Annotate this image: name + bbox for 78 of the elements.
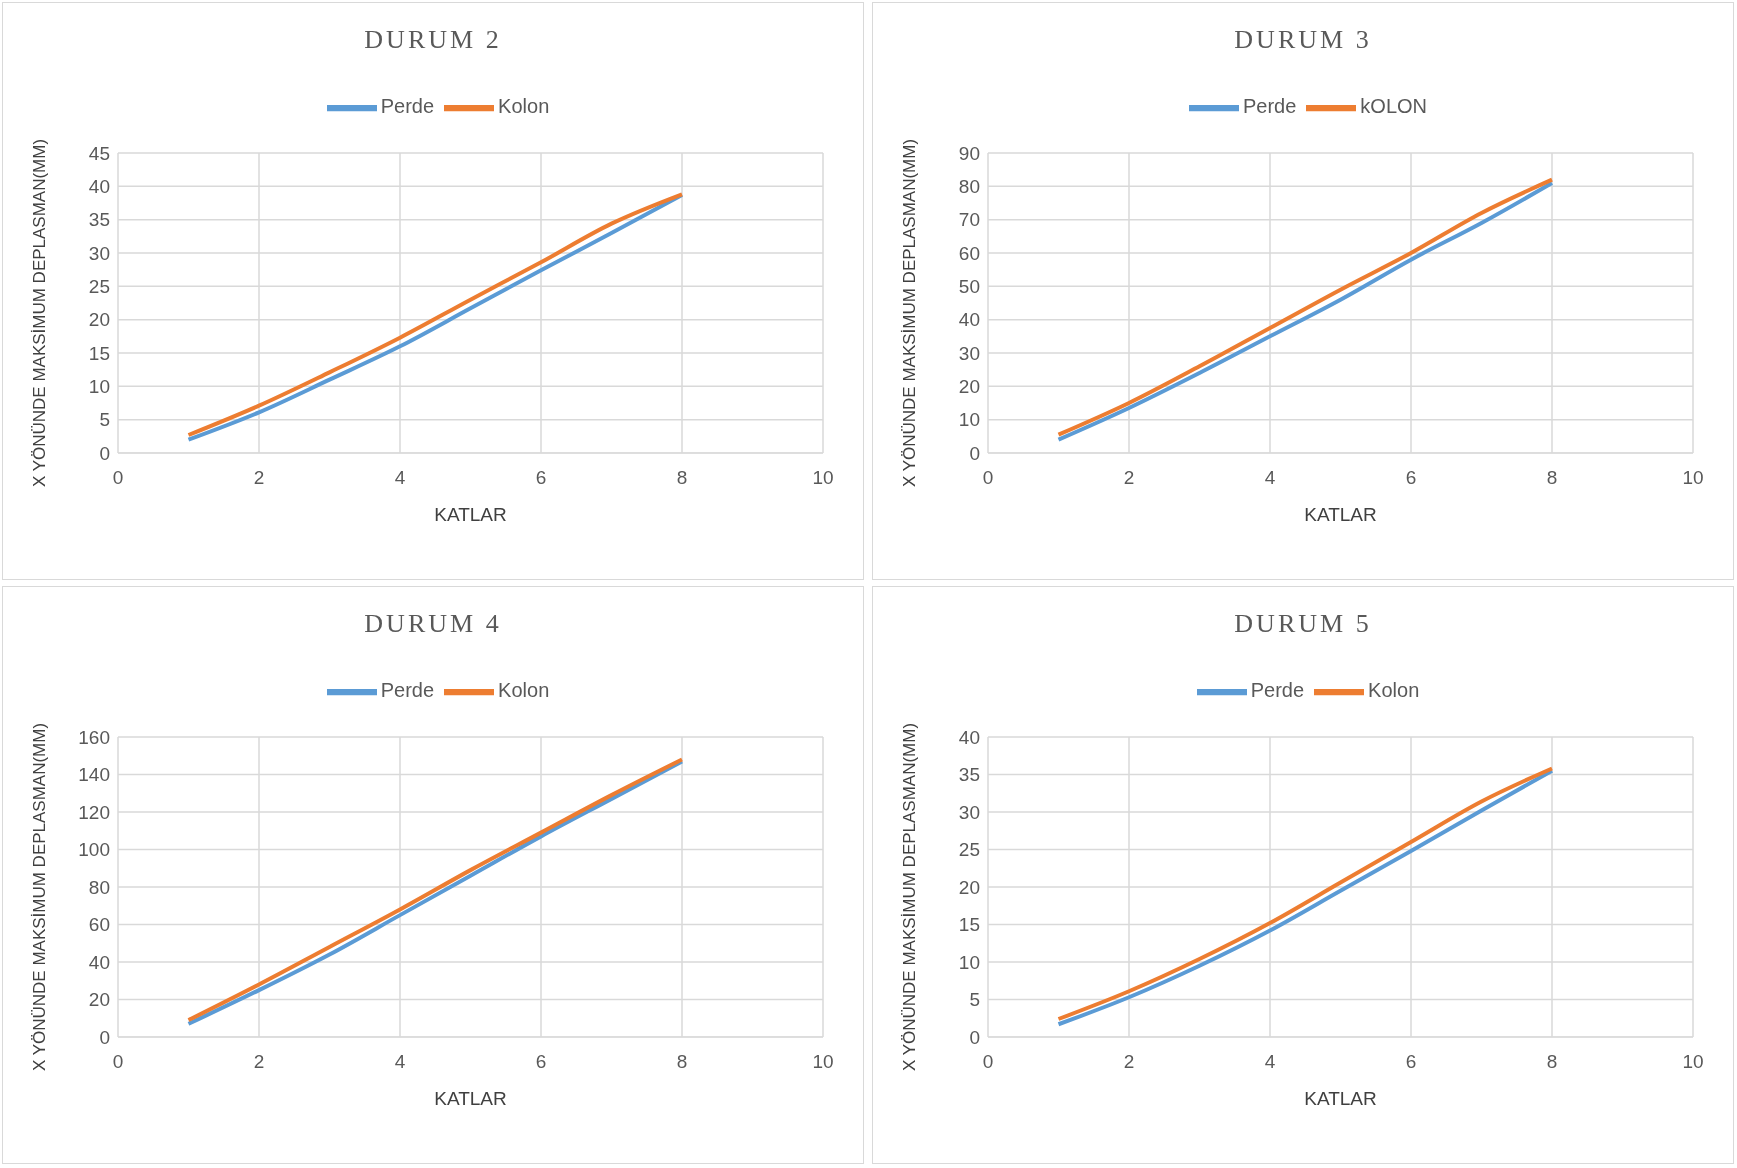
legend-label: Kolon	[498, 679, 550, 702]
legend-label: Perde	[380, 95, 435, 118]
y-tick-label: 45	[88, 142, 110, 164]
chart-title: DURUM 4	[363, 609, 503, 639]
x-tick-label: 6	[535, 1051, 547, 1073]
x-axis-title: KATLAR	[434, 1088, 507, 1109]
y-tick-label: 10	[88, 376, 110, 398]
legend-label: Perde	[380, 679, 435, 702]
y-tick-label: 20	[88, 309, 110, 331]
y-tick-label: 20	[88, 989, 110, 1011]
y-tick-label: 70	[958, 209, 980, 231]
x-tick-label: 6	[1405, 467, 1417, 489]
y-tick-label: 30	[958, 342, 980, 364]
y-tick-label: 40	[88, 176, 110, 198]
y-tick-label: 60	[88, 914, 110, 936]
y-tick-label: 120	[78, 801, 110, 823]
legend-label: kOLON	[1360, 95, 1428, 118]
x-tick-label: 2	[1123, 467, 1135, 489]
x-tick-label: 10	[812, 467, 834, 489]
y-tick-label: 60	[958, 242, 980, 264]
legend-label: Kolon	[1368, 679, 1420, 702]
x-tick-label: 6	[1405, 1051, 1417, 1073]
y-axis-title: X YÖNÜNDE MAKSİMUM DEPLASMAN(MM)	[30, 138, 50, 488]
x-tick-label: 2	[253, 1051, 265, 1073]
y-tick-label: 10	[958, 951, 980, 973]
y-tick-label: 5	[99, 409, 110, 431]
y-tick-label: 0	[99, 442, 110, 464]
x-tick-label: 4	[394, 467, 406, 489]
y-tick-label: 25	[958, 839, 980, 861]
y-tick-label: 20	[958, 376, 980, 398]
y-tick-label: 40	[88, 951, 110, 973]
y-tick-label: 30	[88, 242, 110, 264]
legend-label: Perde	[1250, 679, 1305, 702]
y-tick-label: 0	[969, 442, 980, 464]
y-tick-label: 160	[78, 726, 110, 748]
x-tick-label: 2	[253, 467, 265, 489]
y-tick-label: 90	[958, 142, 980, 164]
x-tick-label: 2	[1123, 1051, 1135, 1073]
y-tick-label: 40	[958, 309, 980, 331]
x-tick-label: 8	[676, 467, 688, 489]
x-tick-label: 8	[1546, 467, 1558, 489]
y-tick-label: 35	[88, 209, 110, 231]
y-tick-label: 0	[969, 1026, 980, 1048]
y-tick-label: 140	[78, 764, 110, 786]
x-tick-label: 10	[1682, 467, 1704, 489]
y-tick-label: 35	[958, 764, 980, 786]
x-tick-label: 4	[1264, 467, 1276, 489]
x-tick-label: 8	[1546, 1051, 1558, 1073]
y-axis-title: X YÖNÜNDE MAKSİMUM DEPLASMAN(MM)	[30, 722, 50, 1072]
x-tick-label: 6	[535, 467, 547, 489]
legend-label: Perde	[1242, 95, 1297, 118]
legend-label: Kolon	[498, 95, 550, 118]
y-tick-label: 80	[958, 176, 980, 198]
x-tick-label: 8	[676, 1051, 688, 1073]
x-axis-title: KATLAR	[1304, 504, 1377, 525]
y-tick-label: 30	[958, 801, 980, 823]
x-axis-title: KATLAR	[434, 504, 507, 525]
chart-title: DURUM 2	[363, 25, 503, 55]
y-tick-label: 0	[99, 1026, 110, 1048]
x-tick-label: 10	[812, 1051, 834, 1073]
y-tick-label: 25	[88, 276, 110, 298]
x-tick-label: 4	[394, 1051, 406, 1073]
chart-title: DURUM 3	[1233, 25, 1373, 55]
y-tick-label: 20	[958, 876, 980, 898]
y-tick-label: 15	[958, 914, 980, 936]
y-axis-title: X YÖNÜNDE MAKSİMUM DEPLASMAN(MM)	[900, 722, 920, 1072]
x-tick-label: 4	[1264, 1051, 1276, 1073]
x-tick-label: 10	[1682, 1051, 1704, 1073]
y-tick-label: 100	[78, 839, 110, 861]
x-axis-title: KATLAR	[1304, 1088, 1377, 1109]
y-tick-label: 15	[88, 342, 110, 364]
y-tick-label: 50	[958, 276, 980, 298]
y-axis-title: X YÖNÜNDE MAKSİMUM DEPLASMAN(MM)	[900, 138, 920, 488]
y-tick-label: 5	[969, 989, 980, 1011]
y-tick-label: 80	[88, 876, 110, 898]
chart-title: DURUM 5	[1233, 609, 1373, 639]
y-tick-label: 10	[958, 409, 980, 431]
y-tick-label: 40	[958, 726, 980, 748]
